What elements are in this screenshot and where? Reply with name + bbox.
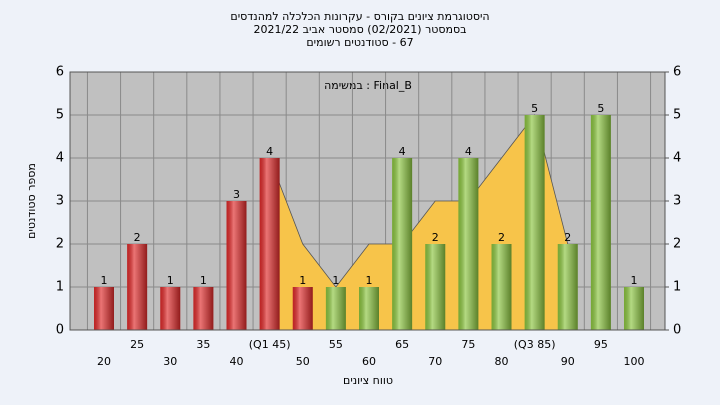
value-label: 2 [432,231,439,244]
y-tick-label: 6 [56,65,64,80]
x-tick-label: 80 [495,355,509,368]
x-tick-label: 100 [624,355,645,368]
x-tick-label: 90 [561,355,575,368]
chart-subtitle: 67 - סטודנטים רשומים [306,36,413,49]
plot-border [69,71,666,331]
bar-shade [524,115,545,330]
bar-shade [94,287,114,330]
value-label: 2 [564,231,571,244]
bar-shade [425,244,446,330]
x-tick-label: 60 [362,355,376,368]
x-tick-label: 35 [196,338,210,351]
value-label: 2 [498,231,505,244]
bar-shade [557,244,578,330]
y2-tick-label: 5 [673,108,681,123]
x-tick-label: 55 [329,338,343,351]
bar-shade [325,287,346,330]
y-axis-label: מספר סטודנטים [25,163,38,239]
value-label: 3 [233,188,240,201]
value-label: 1 [200,274,207,287]
bar-shade [392,158,413,330]
y-tick-label: 4 [56,151,64,166]
annotation: Final_B : במשימה [324,79,412,92]
value-label: 1 [167,274,174,287]
y-tick-label: 5 [56,108,64,123]
y-tick-label: 2 [56,237,64,252]
bar-shade [259,158,280,330]
y2-tick-label: 6 [673,65,681,80]
value-label: 5 [531,102,538,115]
y2-tick-label: 1 [673,280,681,295]
chart-title: היסטוגרמת ציונים בקורס - עקרונות הכלכלה … [230,10,489,23]
x-tick-label: (Q3 85) [514,338,556,351]
y-tick-label: 0 [56,323,64,338]
x-tick-label: 70 [428,355,442,368]
y-tick-label: 1 [56,280,64,295]
y-tick-label: 3 [56,194,64,209]
x-tick-label: 25 [130,338,144,351]
value-label: 1 [366,274,373,287]
x-axis-label: טווח ציונים [343,374,393,387]
bar-shade [193,287,214,330]
value-label: 1 [299,274,306,287]
bar-shade [458,158,479,330]
x-tick-label: 40 [230,355,244,368]
x-tick-label: 30 [163,355,177,368]
y2-tick-label: 4 [673,151,681,166]
y2-tick-label: 3 [673,194,681,209]
chart-subtitle: בסמסטר (02/2021) סמסטר אביב 2021/22 [253,23,466,36]
x-tick-label: (Q1 45) [249,338,291,351]
bar-shade [160,287,181,330]
value-label: 1 [332,274,339,287]
x-tick-label: 20 [97,355,111,368]
bar-shade [624,287,644,330]
bar-shade [292,287,313,330]
x-tick-label: 65 [395,338,409,351]
bar-shade [491,244,512,330]
bar-shade [359,287,379,330]
value-label: 1 [101,274,108,287]
bar-shade [127,244,148,330]
y2-tick-label: 0 [673,323,681,338]
value-label: 4 [266,145,273,158]
x-tick-label: 95 [594,338,608,351]
value-label: 4 [465,145,472,158]
value-label: 5 [597,102,604,115]
bar-shade [226,201,247,330]
x-tick-label: 50 [296,355,310,368]
value-label: 2 [134,231,141,244]
bar-shade [590,115,611,330]
x-tick-label: 75 [461,338,475,351]
value-label: 1 [631,274,638,287]
y2-tick-label: 2 [673,237,681,252]
value-label: 4 [399,145,406,158]
